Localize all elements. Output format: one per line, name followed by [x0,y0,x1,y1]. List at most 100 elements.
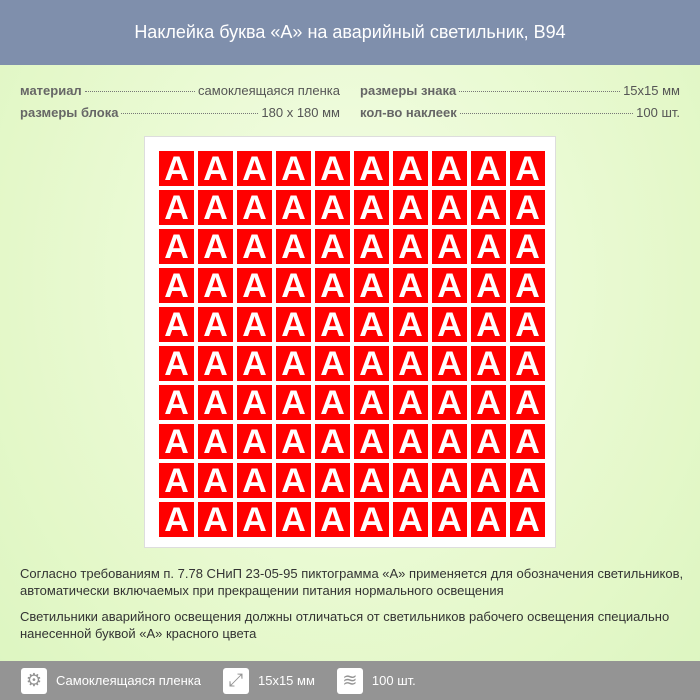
sticker-tile: А [237,463,272,498]
sticker-tile: А [159,268,194,303]
spec-value: самоклеящаяся пленка [198,83,340,98]
sticker-tile: А [198,385,233,420]
sticker-tile: А [393,307,428,342]
sticker-tile: А [315,424,350,459]
sticker-tile: А [159,229,194,264]
header: Наклейка буква «А» на аварийный светильн… [0,0,700,65]
sticker-tile: А [276,190,311,225]
sticker-tile: А [510,229,545,264]
sticker-tile: А [237,151,272,186]
footer: ⚙ Самоклеящаяся пленка ⤢ 15x15 мм ≋ 100 шт. [0,661,700,700]
footer-size: ⤢ 15x15 мм [222,667,315,694]
sticker-tile: А [354,151,389,186]
gear-icon: ⚙ [21,667,47,694]
sticker-tile: А [159,424,194,459]
sticker-tile: А [198,346,233,381]
resize-icon: ⤢ [222,667,249,694]
spec-value: 15x15 мм [623,83,680,98]
sticker-tile: А [276,385,311,420]
sticker-tile: А [198,502,233,537]
sticker-tile: А [432,346,467,381]
sticker-tile: А [237,502,272,537]
spec-value: 100 шт. [636,105,680,120]
sticker-tile: А [510,151,545,186]
sticker-tile: А [471,502,506,537]
footer-count: ≋ 100 шт. [336,667,416,694]
sticker-tile: А [159,346,194,381]
sticker-tile: А [354,229,389,264]
sticker-tile: А [159,190,194,225]
sticker-tile: А [237,229,272,264]
sticker-tile: А [432,307,467,342]
sticker-tile: А [198,463,233,498]
sticker-tile: А [471,190,506,225]
footer-label: 100 шт. [371,673,416,688]
sticker-tile: А [237,307,272,342]
sticker-tile: А [393,502,428,537]
sticker-tile: А [471,385,506,420]
spec-sign-size: размеры знака 15x15 мм [360,80,680,102]
sticker-tile: А [159,385,194,420]
sticker-tile: А [510,190,545,225]
sticker-tile: А [159,463,194,498]
sticker-tile: А [432,424,467,459]
sticker-tile: А [276,502,311,537]
sticker-tile: А [432,190,467,225]
sticker-tile: А [354,268,389,303]
sticker-tile: А [510,502,545,537]
sticker-tile: А [276,151,311,186]
sticker-tile: А [276,229,311,264]
sticker-tile: А [432,502,467,537]
sticker-tile: А [315,190,350,225]
sticker-tile: А [198,268,233,303]
sticker-tile: А [198,190,233,225]
description-1: Согласно требованиям п. 7.78 СНиП 23-05-… [20,566,684,598]
sticker-tile: А [354,190,389,225]
sticker-tile: А [471,151,506,186]
sticker-tile: А [354,307,389,342]
sticker-tile: А [471,229,506,264]
sticker-tile: А [471,463,506,498]
spec-label: материал [20,83,82,98]
sticker-tile: А [315,268,350,303]
sticker-tile: А [510,385,545,420]
sticker-tile: А [393,151,428,186]
layers-icon: ≋ [336,667,363,694]
spec-material: материал самоклеящаяся пленка [20,80,340,102]
sticker-tile: А [159,502,194,537]
sticker-tile: А [471,268,506,303]
footer-material: ⚙ Самоклеящаяся пленка [21,667,201,694]
sticker-tile: А [276,268,311,303]
sticker-tile: А [237,268,272,303]
sticker-tile: А [393,190,428,225]
sticker-tile: А [276,463,311,498]
page-title: Наклейка буква «А» на аварийный светильн… [134,22,566,42]
sticker-tile: А [432,229,467,264]
spec-value: 180 x 180 мм [261,105,340,120]
specs-right: размеры знака 15x15 мм кол-во наклеек 100 … [360,80,680,124]
sticker-tile: А [198,307,233,342]
sticker-tile: А [510,307,545,342]
sticker-tile: А [393,229,428,264]
footer-label: 15x15 мм [257,673,315,688]
specs-left: материал самоклеящаяся пленка размеры бло… [20,80,340,124]
sticker-tile: А [315,307,350,342]
sticker-tile: А [393,268,428,303]
spec-label: кол-во наклеек [360,105,457,120]
sticker-tile: А [432,151,467,186]
sticker-tile: А [276,307,311,342]
sticker-tile: А [510,463,545,498]
sticker-tile: А [510,268,545,303]
sticker-tile: А [354,502,389,537]
sticker-tile: А [315,346,350,381]
sticker-tile: А [510,346,545,381]
sticker-tile: А [315,502,350,537]
sticker-tile: А [354,346,389,381]
spec-count: кол-во наклеек 100 шт. [360,102,680,124]
sticker-tile: А [237,346,272,381]
spec-label: размеры знака [360,83,457,98]
description-2: Светильники аварийного освещения должны … [20,609,670,641]
footer-label: Самоклеящаяся пленка [56,673,201,688]
